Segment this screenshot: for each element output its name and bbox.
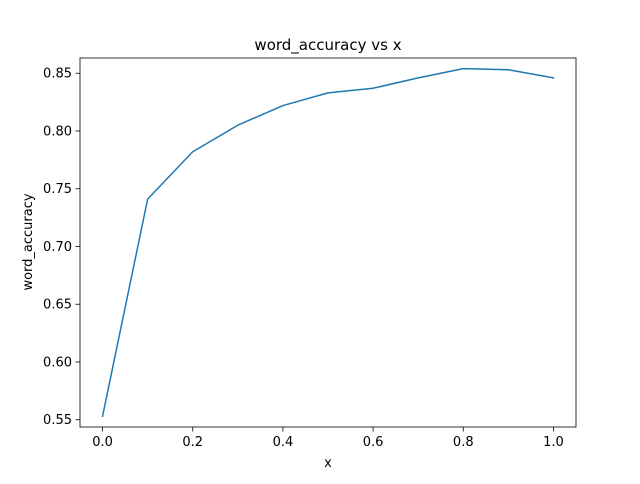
axes-frame <box>79 57 577 428</box>
x-tick-label: 0.0 <box>92 435 113 450</box>
x-axis-label: x <box>324 456 332 471</box>
y-tick-label: 0.70 <box>43 240 72 255</box>
y-tick-label: 0.80 <box>43 124 72 139</box>
x-tick-label: 0.2 <box>182 435 203 450</box>
chart-title: word_accuracy vs x <box>254 36 401 55</box>
y-tick-label: 0.55 <box>43 413 72 428</box>
x-tick-label: 0.6 <box>363 435 384 450</box>
y-tick-label: 0.65 <box>43 298 72 313</box>
series-line-0 <box>101 67 555 418</box>
plot-area: 0.0 0.2 0.4 0.6 0.8 1.0 0.55 0.60 0.65 0.70 0.75 0.… <box>43 57 577 450</box>
x-tick-label: 0.8 <box>453 435 474 450</box>
y-axis-label: word_accuracy <box>21 193 36 290</box>
x-tick-label: 1.0 <box>543 435 564 450</box>
y-tick-label: 0.85 <box>43 67 72 82</box>
x-tick-label: 0.4 <box>273 435 294 450</box>
y-tick-label: 0.75 <box>43 182 72 197</box>
y-tick-label: 0.60 <box>43 355 72 370</box>
